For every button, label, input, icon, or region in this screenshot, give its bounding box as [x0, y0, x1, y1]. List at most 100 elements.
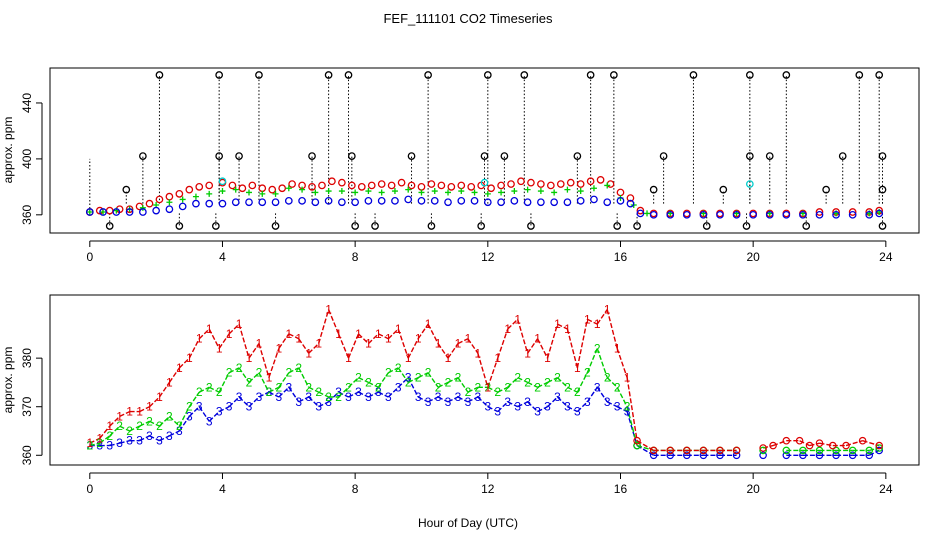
series-1-point: 1	[395, 322, 402, 336]
red-point	[387, 181, 396, 190]
series-3-segment	[248, 396, 260, 408]
series-1-point: 1	[564, 322, 571, 336]
series-1-point: 1	[584, 312, 591, 326]
red-point	[636, 206, 645, 215]
series-2-point: 2	[295, 361, 302, 375]
series-2-segment	[348, 377, 359, 388]
series-1-segment	[417, 323, 429, 340]
black-point	[878, 152, 887, 160]
series-1-segment	[278, 333, 290, 349]
black-point	[175, 222, 184, 230]
series-3-segment	[596, 386, 608, 403]
series-2-segment	[208, 386, 220, 393]
blue-point	[192, 199, 200, 208]
series-2-point: 2	[236, 361, 243, 375]
black-point	[878, 185, 887, 194]
series-2-point: 2	[186, 400, 193, 414]
red-point	[125, 205, 134, 214]
series-2-point: 2	[266, 385, 273, 399]
blue-point	[311, 198, 320, 207]
top-x-tick-label: 8	[352, 250, 359, 264]
series-2-point: 2	[305, 380, 312, 394]
black-point	[838, 152, 847, 160]
blue-point	[351, 198, 359, 207]
series-3-point: 3	[624, 405, 631, 419]
series-3-point: 3	[106, 439, 113, 453]
blue-point	[848, 210, 857, 219]
series-1-segment	[347, 333, 360, 359]
green-point	[590, 185, 597, 192]
series-3-point: 3	[256, 390, 263, 404]
series-3-point	[759, 451, 767, 460]
blue-point	[404, 195, 413, 204]
red-point	[185, 185, 194, 194]
series-2-point: 2	[405, 375, 412, 389]
blue-point	[523, 198, 532, 207]
series-3-point	[832, 451, 840, 460]
series-1-point: 1	[86, 436, 93, 450]
blue-point	[284, 196, 293, 205]
red-point	[497, 181, 505, 190]
black-point	[573, 152, 582, 160]
series-2-point: 2	[335, 390, 342, 404]
red-point	[457, 181, 466, 190]
black-point	[520, 71, 529, 79]
series-3-point: 3	[445, 395, 452, 409]
top-y-tick-label: 400	[20, 149, 34, 169]
series-3-segment	[537, 406, 548, 413]
black-point	[855, 71, 864, 79]
series-1-point	[795, 436, 804, 445]
blue-point	[470, 196, 479, 205]
top-x-tick-label: 0	[86, 250, 93, 264]
series-2-segment	[368, 381, 379, 388]
series-3-point: 3	[295, 395, 302, 409]
series-3-segment	[318, 401, 329, 408]
green-point	[166, 199, 173, 206]
series-2-segment	[338, 386, 350, 398]
series-2-point: 2	[126, 424, 133, 438]
series-3-point	[716, 451, 724, 460]
bottom-x-axis: 0 4 8 12 16 20 24	[86, 472, 893, 496]
series-3-segment	[308, 396, 320, 408]
series-3-segment	[228, 396, 240, 408]
green-point	[511, 188, 518, 195]
series-3-point	[815, 451, 824, 460]
red-point	[357, 183, 366, 191]
series-2-point: 2	[156, 419, 163, 433]
green-point	[179, 196, 186, 203]
blue-point	[616, 196, 625, 205]
red-point	[437, 181, 446, 190]
series-3-point: 3	[395, 380, 402, 394]
series-2-point: 2	[584, 366, 591, 380]
black-point	[139, 152, 147, 160]
series-1-point: 1	[524, 346, 531, 360]
green-point	[644, 210, 651, 217]
black-point	[215, 71, 224, 79]
series-1-segment	[427, 323, 439, 344]
red-point	[145, 199, 154, 208]
blue-point	[563, 198, 572, 207]
series-1-point: 1	[614, 341, 621, 355]
series-2-segment	[487, 386, 499, 393]
series-3-segment	[149, 435, 160, 442]
green-point	[484, 190, 491, 197]
series-3-point: 3	[216, 405, 223, 419]
series-3-point: 3	[554, 390, 561, 404]
series-2-segment	[109, 425, 121, 437]
series-1-segment	[516, 319, 529, 354]
series-3-segment	[586, 386, 598, 403]
series-1-point: 1	[136, 405, 143, 419]
series-2-point: 2	[594, 341, 601, 355]
blue-point	[832, 210, 840, 219]
series-1-point: 1	[126, 405, 133, 419]
series-2-segment	[248, 372, 260, 383]
blue-point	[298, 196, 306, 205]
black-point	[308, 152, 316, 160]
series-2-segment	[288, 367, 300, 374]
series-3-point: 3	[166, 429, 173, 443]
red-point	[606, 180, 615, 188]
series-1-point: 1	[365, 337, 372, 351]
series-3-point: 3	[574, 405, 581, 419]
series-2-segment	[447, 376, 459, 384]
series-2-point: 2	[465, 385, 472, 399]
